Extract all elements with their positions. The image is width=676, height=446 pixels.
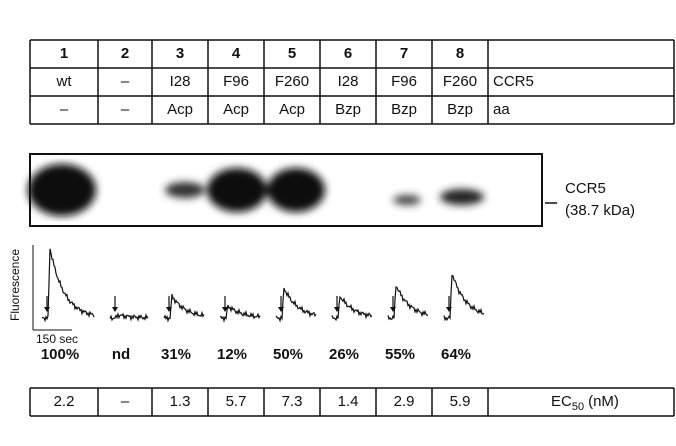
ec50-value: – [121, 393, 130, 410]
table-cell: aa [493, 101, 510, 118]
trace [42, 249, 94, 321]
arrow-head [390, 307, 396, 312]
table-cell: 5 [288, 45, 296, 62]
table-cell: I28 [338, 73, 359, 90]
ec50-value: 7.3 [282, 393, 303, 410]
table-cell: – [60, 101, 69, 118]
ec50-value: 5.9 [450, 393, 471, 410]
trace [444, 276, 484, 320]
ec50-label: EC50(nM) [551, 393, 619, 413]
table-cell: Bzp [391, 101, 417, 118]
band [28, 164, 96, 216]
ec50-value: 2.9 [394, 393, 415, 410]
table-cell: 6 [344, 45, 352, 62]
table-cell: – [121, 101, 130, 118]
response: nd [112, 346, 130, 363]
band [165, 182, 205, 198]
table-cell: F96 [223, 73, 249, 90]
ec50-value: 2.2 [54, 393, 75, 410]
trace [110, 314, 148, 320]
table-cell: 7 [400, 45, 408, 62]
response: 12% [217, 346, 247, 363]
blot-label: CCR5 [565, 180, 606, 197]
response: 50% [273, 346, 303, 363]
response: 31% [161, 346, 191, 363]
band [267, 168, 325, 212]
ec50-value: 5.7 [226, 393, 247, 410]
table-cell: – [121, 73, 130, 90]
table-cell: 3 [176, 45, 184, 62]
trace [276, 288, 316, 321]
table-cell: Acp [167, 101, 193, 118]
table-cell: Bzp [447, 101, 473, 118]
ec50-value: 1.4 [338, 393, 359, 410]
band [207, 168, 267, 212]
table-cell: Acp [279, 101, 305, 118]
figure: CCR5 (38.7 kDa) Fluorescence 150 sec EC5… [0, 0, 676, 446]
table-cell: F260 [443, 73, 477, 90]
y-label: Fluorescence [8, 249, 22, 321]
arrow-head [44, 307, 50, 312]
table-cell: F96 [391, 73, 417, 90]
table-cell: wt [56, 73, 73, 90]
table-cell: F260 [275, 73, 309, 90]
arrow-head [446, 307, 452, 312]
response: 100% [41, 346, 79, 363]
table-cell: Bzp [335, 101, 361, 118]
ec50-value: 1.3 [170, 393, 191, 410]
response: 26% [329, 346, 359, 363]
page: CCR5 (38.7 kDa) Fluorescence 150 sec EC5… [0, 0, 676, 446]
trace [388, 287, 428, 319]
table-cell: 1 [60, 45, 68, 62]
response: 55% [385, 346, 415, 363]
arrow-head [112, 307, 118, 312]
band [440, 189, 484, 205]
scale-label: 150 sec [36, 332, 78, 346]
table-cell: I28 [170, 73, 191, 90]
blot-size: (38.7 kDa) [565, 202, 635, 219]
table-cell: Acp [223, 101, 249, 118]
response: 64% [441, 346, 471, 363]
table-cell: 4 [232, 45, 241, 62]
table-cell: 8 [456, 45, 464, 62]
table-cell: CCR5 [493, 73, 534, 90]
table-cell: 2 [121, 45, 129, 62]
band [393, 195, 421, 205]
